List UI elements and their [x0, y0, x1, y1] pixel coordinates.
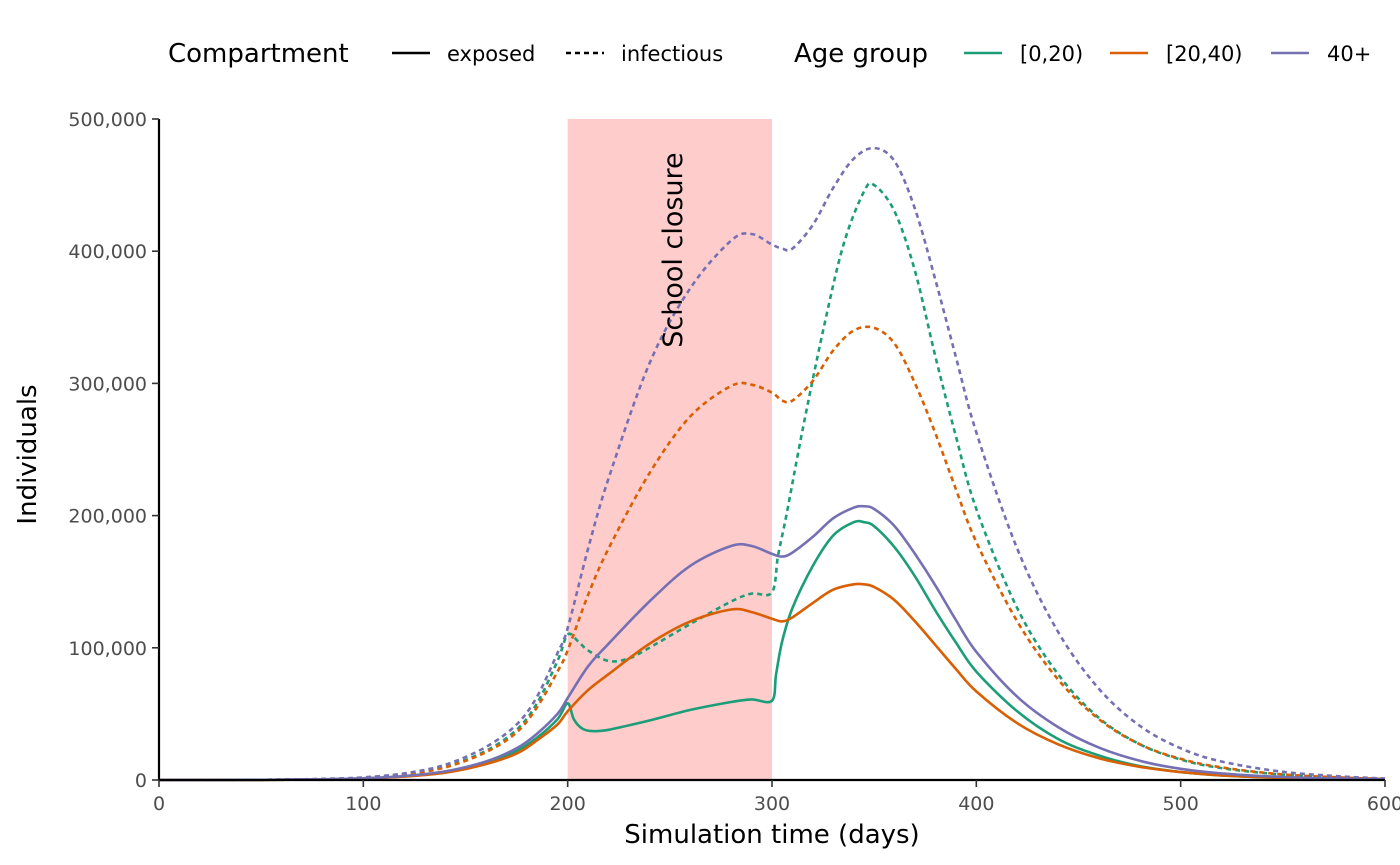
legend-label-infectious: infectious	[621, 42, 723, 66]
x-tick-label: 300	[754, 793, 790, 815]
axes-layer: 0 100 200 300 400 500 600 0 100,000 200,000 300,00…	[68, 109, 1400, 815]
school-closure-label: School closure	[658, 152, 689, 347]
x-axis-title: Simulation time (days)	[624, 820, 919, 850]
legend-label-age-0: [0,20)	[1020, 42, 1083, 66]
x-tick-label: 200	[550, 793, 586, 815]
x-tick-label: 600	[1367, 793, 1400, 815]
x-tick-label: 0	[153, 793, 165, 815]
series-line-020-exposed	[158, 519, 1386, 782]
series-layer	[158, 146, 1386, 782]
series-line-40+-exposed	[158, 504, 1386, 782]
school-closure-band	[567, 119, 772, 780]
x-tick-label: 400	[958, 793, 994, 815]
y-axis-title: Individuals	[13, 384, 43, 524]
legend-compartment-title: Compartment	[168, 39, 349, 69]
series-line-40+-infectious	[158, 146, 1386, 782]
legend-label-age-1: [20,40)	[1166, 42, 1243, 66]
series-line-2040-infectious	[158, 325, 1386, 782]
y-tick-label: 400,000	[68, 241, 147, 263]
legend: Compartment Age group exposed infectious […	[168, 39, 1371, 69]
series-line-2040-exposed	[158, 582, 1386, 782]
x-tick-label: 500	[1163, 793, 1199, 815]
annotation-layer	[567, 119, 772, 780]
x-tick-label: 100	[345, 793, 381, 815]
y-tick-label: 300,000	[68, 373, 147, 395]
y-tick-label: 200,000	[68, 506, 147, 528]
y-tick-label: 100,000	[68, 638, 147, 660]
y-tick-label: 0	[135, 770, 147, 792]
y-tick-label: 500,000	[68, 109, 147, 131]
legend-label-age-2: 40+	[1327, 42, 1371, 66]
legend-label-exposed: exposed	[447, 42, 535, 66]
legend-age-title: Age group	[794, 39, 928, 69]
